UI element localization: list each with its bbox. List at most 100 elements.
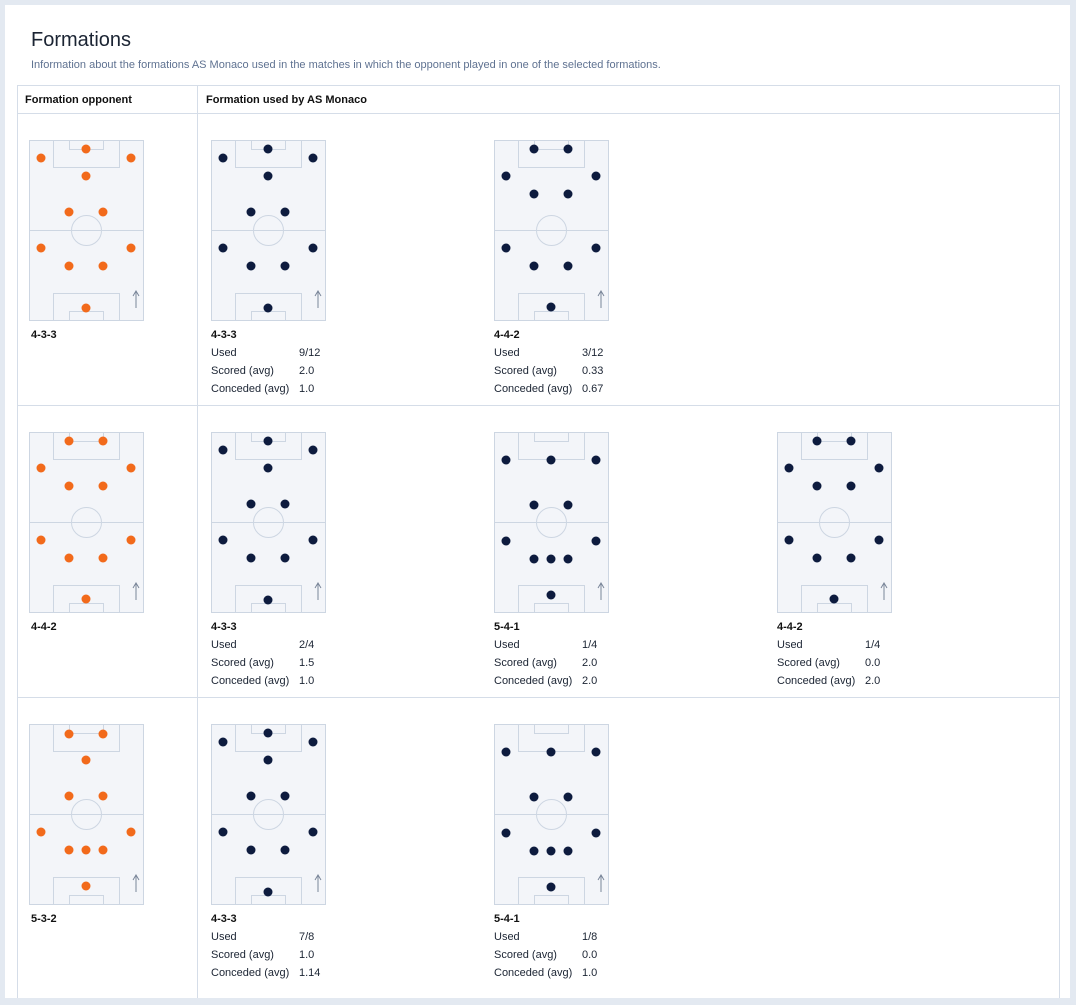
- formations-table: [17, 85, 1060, 998]
- player-dot: [98, 436, 108, 446]
- stat-label: Used: [494, 347, 520, 359]
- centre-circle: [253, 507, 284, 538]
- direction-arrow-head: [314, 290, 322, 297]
- player-dot: [591, 828, 601, 838]
- player-dot: [501, 536, 511, 546]
- player-dot: [829, 594, 839, 604]
- player-dot: [784, 463, 794, 473]
- player-dot: [563, 500, 573, 510]
- player-dot: [36, 535, 46, 545]
- stat-label: Conceded (avg): [211, 383, 290, 395]
- player-dot: [126, 153, 136, 163]
- pitch: [211, 432, 326, 613]
- column-divider: [197, 85, 198, 998]
- player-dot: [36, 153, 46, 163]
- player-dot: [812, 436, 822, 446]
- player-dot: [126, 243, 136, 253]
- player-dot: [98, 553, 108, 563]
- player-dot: [546, 554, 556, 564]
- pitch: [211, 140, 326, 321]
- column-header: Formation used by AS Monaco: [206, 94, 367, 106]
- player-dot: [529, 554, 539, 564]
- player-dot: [218, 445, 228, 455]
- player-dot: [280, 553, 290, 563]
- stat-label: Used: [777, 639, 803, 651]
- player-dot: [263, 595, 273, 605]
- player-dot: [64, 436, 74, 446]
- stat-value: 2/4: [299, 639, 315, 651]
- stat-value: 9/12: [299, 347, 321, 359]
- player-dot: [563, 846, 573, 856]
- stat-label: Used: [211, 639, 237, 651]
- player-dot: [246, 499, 256, 509]
- player-dot: [563, 554, 573, 564]
- stat-value: 1/4: [582, 639, 598, 651]
- centre-circle: [71, 799, 102, 830]
- player-dot: [81, 881, 91, 891]
- stat-label: Used: [494, 639, 520, 651]
- goal-box: [534, 724, 569, 734]
- title: Formations: [31, 29, 132, 51]
- player-dot: [563, 792, 573, 802]
- player-dot: [308, 737, 318, 747]
- centre-circle: [536, 507, 567, 538]
- player-dot: [64, 791, 74, 801]
- player-dot: [546, 846, 556, 856]
- player-dot: [263, 463, 273, 473]
- player-dot: [263, 303, 273, 313]
- player-dot: [563, 189, 573, 199]
- player-dot: [36, 243, 46, 253]
- player-dot: [81, 303, 91, 313]
- stat-value: 2.0: [582, 675, 598, 687]
- stat-label: Used: [211, 347, 237, 359]
- player-dot: [81, 845, 91, 855]
- stat-value: 1.0: [299, 383, 315, 395]
- player-dot: [563, 144, 573, 154]
- player-dot: [98, 845, 108, 855]
- player-dot: [308, 827, 318, 837]
- direction-arrow-head: [132, 290, 140, 297]
- player-dot: [64, 207, 74, 217]
- player-dot: [246, 207, 256, 217]
- formation-label: 4-4-2: [31, 621, 57, 633]
- player-dot: [218, 535, 228, 545]
- pitch: [494, 724, 609, 905]
- stat-value: 2.0: [299, 365, 315, 377]
- panel: Formations Information about the formati…: [5, 5, 1070, 998]
- centre-circle: [536, 215, 567, 246]
- player-dot: [280, 791, 290, 801]
- player-dot: [784, 535, 794, 545]
- player-dot: [546, 882, 556, 892]
- direction-arrow-head: [132, 874, 140, 881]
- player-dot: [308, 153, 318, 163]
- goal-box: [817, 603, 852, 613]
- player-dot: [874, 463, 884, 473]
- player-dot: [280, 207, 290, 217]
- subtitle: Information about the formations AS Mona…: [31, 59, 661, 71]
- player-dot: [126, 827, 136, 837]
- player-dot: [263, 436, 273, 446]
- stat-label: Scored (avg): [494, 657, 557, 669]
- direction-arrow-head: [597, 290, 605, 297]
- player-dot: [263, 171, 273, 181]
- player-dot: [81, 171, 91, 181]
- player-dot: [126, 535, 136, 545]
- stat-label: Used: [211, 931, 237, 943]
- stat-value: 1.0: [582, 967, 598, 979]
- player-dot: [263, 728, 273, 738]
- pitch: [211, 724, 326, 905]
- stat-label: Scored (avg): [211, 949, 274, 961]
- player-dot: [98, 207, 108, 217]
- player-dot: [546, 590, 556, 600]
- stat-value: 2.0: [582, 657, 598, 669]
- stat-label: Conceded (avg): [494, 675, 573, 687]
- player-dot: [591, 243, 601, 253]
- direction-arrow-head: [132, 582, 140, 589]
- stat-label: Scored (avg): [777, 657, 840, 669]
- player-dot: [874, 535, 884, 545]
- player-dot: [501, 828, 511, 838]
- player-dot: [98, 481, 108, 491]
- direction-arrow-head: [314, 874, 322, 881]
- formation-label: 4-3-3: [211, 621, 237, 633]
